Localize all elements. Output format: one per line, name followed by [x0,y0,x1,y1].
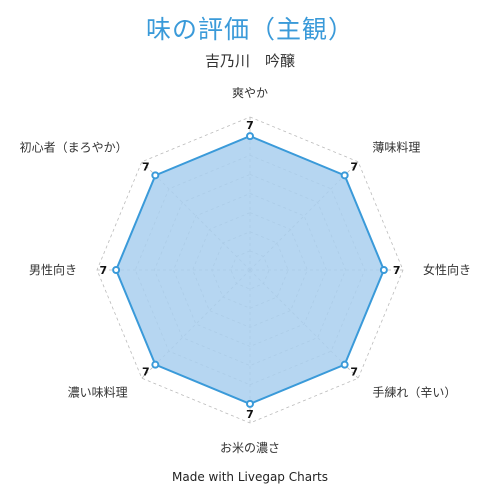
data-point-1[interactable] [340,171,349,180]
data-point-6[interactable] [112,266,121,274]
data-point-3[interactable] [340,360,349,369]
value-label-3: 7 [350,366,358,379]
footer-credit[interactable]: Made with Livegap Charts [172,470,328,484]
value-label-4: 7 [246,408,254,421]
axis-label-5: 濃い味料理 [68,385,128,399]
data-point-0[interactable] [246,132,254,141]
data-point-4[interactable] [246,399,254,408]
value-label-0: 7 [246,119,254,132]
data-point-7[interactable] [151,171,160,180]
axis-label-4: お米の濃さ [220,441,280,455]
axis-label-2: 女性向き [423,262,471,277]
radar-points [112,132,388,408]
value-label-7: 7 [142,160,150,173]
axis-label-7: 初心者（まろやか） [20,141,128,155]
axis-label-1: 薄味料理 [372,140,420,155]
value-label-6: 7 [99,264,107,277]
axis-label-3: 手練れ（辛い） [372,385,456,399]
data-point-2[interactable] [379,266,388,274]
axis-label-0: 爽やか [232,86,268,100]
value-label-1: 7 [350,160,358,173]
chart-subtitle: 吉乃川 吟醸 [204,52,295,70]
radar-value-labels: 7 7 7 7 7 7 7 7 [99,119,400,421]
chart-title: 味の評価（主観） [145,15,354,44]
axis-label-6: 男性向き [29,262,77,277]
data-point-5[interactable] [151,360,160,369]
value-label-2: 7 [393,264,401,277]
value-label-5: 7 [142,366,150,379]
